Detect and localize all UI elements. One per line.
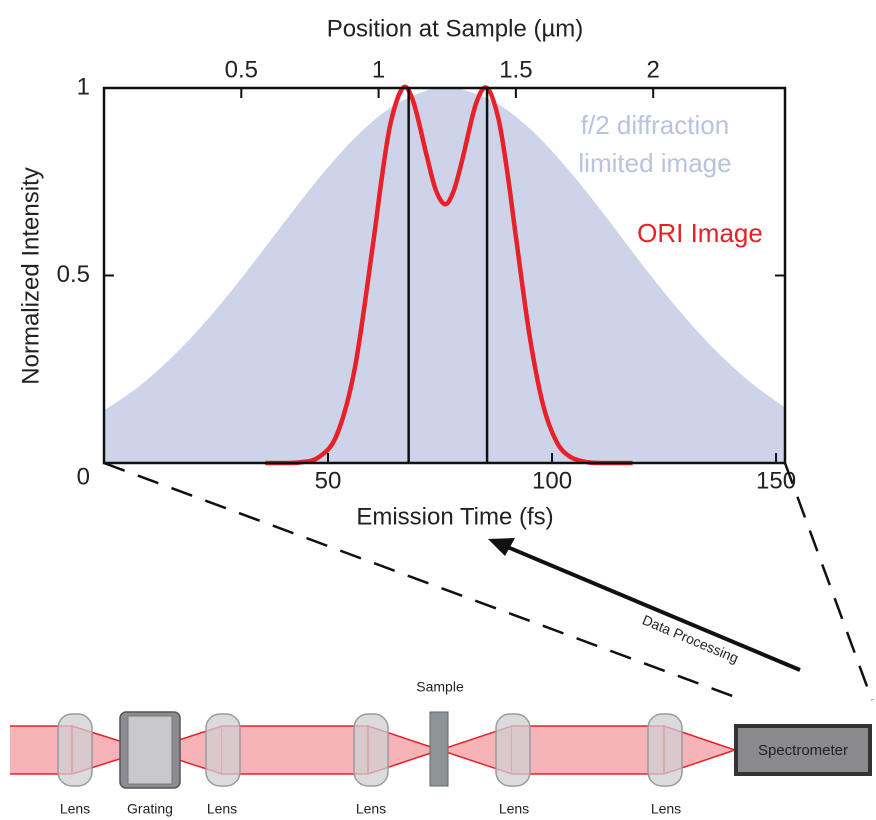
component-label: Grating xyxy=(127,801,173,817)
y-tick-label: 0.5 xyxy=(57,261,90,288)
x2-tick-label: 1.5 xyxy=(499,56,532,83)
arrow xyxy=(504,544,801,672)
spectrometer xyxy=(734,724,872,776)
spectrometer-label: Spectrometer xyxy=(758,742,848,759)
component-label: Lens xyxy=(60,801,90,817)
sample-label: Sample xyxy=(416,679,464,695)
x2-tick-label: 0.5 xyxy=(225,56,258,83)
sample xyxy=(429,711,449,787)
lenses xyxy=(57,713,683,787)
component-label: Lens xyxy=(499,801,529,817)
y-axis-title: Normalized Intensity xyxy=(17,167,44,384)
y-tick-label: 1 xyxy=(77,73,90,100)
component-label: Lens xyxy=(651,801,681,817)
arrow-head xyxy=(488,538,515,556)
series-label: f/2 diffraction limited image xyxy=(578,110,732,178)
x-axis-title: Emission Time (fs) xyxy=(356,503,553,530)
x2-tick-label: 1 xyxy=(372,56,385,83)
grating xyxy=(119,711,181,789)
x-tick-label: 100 xyxy=(532,467,572,494)
area xyxy=(104,87,785,464)
x-tick-label: 150 xyxy=(756,467,796,494)
series-label: ORI Image xyxy=(637,218,763,248)
line xyxy=(265,84,633,466)
component-label: Lens xyxy=(207,801,237,817)
x2-tick-label: 2 xyxy=(647,56,660,83)
y-tick-label: 0 xyxy=(77,463,90,490)
projection-line xyxy=(103,461,736,699)
projection-line xyxy=(783,462,874,701)
component-label: Lens xyxy=(356,801,386,817)
x-tick-label: 50 xyxy=(315,467,342,494)
x2-axis-title: Position at Sample (µm) xyxy=(327,15,584,42)
